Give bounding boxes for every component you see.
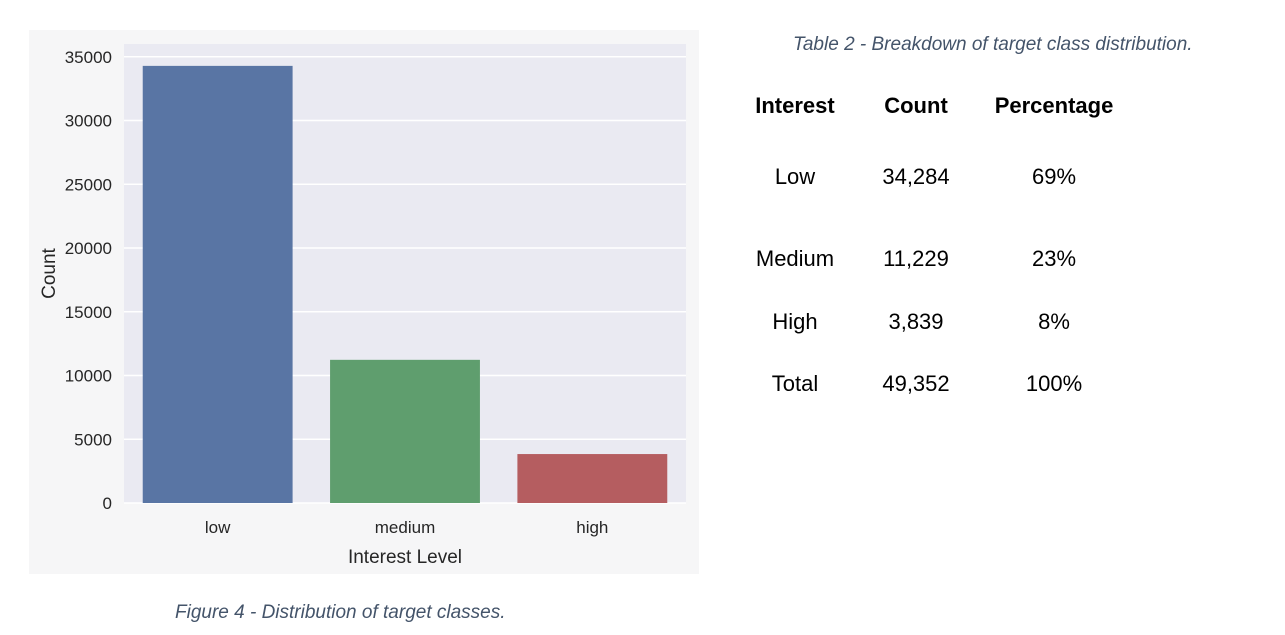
bars <box>142 65 668 503</box>
table-header-row: Interest Count Percentage <box>736 86 1130 126</box>
cell-interest: Medium <box>755 246 835 272</box>
table-row: High 3,839 8% <box>736 291 1130 354</box>
cell-interest: High <box>772 308 818 334</box>
cell-percentage: 100% <box>1025 371 1083 397</box>
y-tick-labels: 0 5000 10000 15000 20000 25000 30000 35000 <box>65 48 112 513</box>
bar-low <box>142 65 293 503</box>
y-tick-label: 25000 <box>65 175 112 194</box>
table-row: Medium 11,229 23% <box>736 228 1130 291</box>
table-caption: Table 2 - Breakdown of target class dist… <box>793 34 1193 55</box>
bar-high <box>517 454 668 503</box>
cell-percentage: 69% <box>1031 164 1077 189</box>
cell-interest: Low <box>774 164 816 189</box>
header-percentage: Percentage <box>994 93 1114 118</box>
y-tick-label: 5000 <box>74 430 112 449</box>
table-row-total: Total 49,352 100% <box>736 353 1130 416</box>
bar-medium <box>330 359 480 503</box>
cell-count: 34,284 <box>882 164 950 189</box>
y-tick-label: 35000 <box>65 48 112 67</box>
header-interest: Interest <box>755 93 835 118</box>
cell-percentage: 23% <box>1031 246 1077 272</box>
x-tick-label: high <box>576 518 608 537</box>
y-tick-label: 30000 <box>65 112 112 131</box>
cell-count: 3,839 <box>888 308 944 334</box>
y-tick-label: 20000 <box>65 239 112 258</box>
y-axis-title: Count <box>39 247 60 298</box>
cell-count: 49,352 <box>882 371 950 397</box>
cell-percentage: 8% <box>1038 308 1070 334</box>
class-distribution-table: Interest Count Percentage Low 34,284 69%… <box>736 86 1130 416</box>
x-tick-label: medium <box>375 518 435 537</box>
header-count: Count <box>884 93 948 118</box>
bar-chart: 0 5000 10000 15000 20000 25000 30000 35000 low m… <box>39 44 686 568</box>
cell-count: 11,229 <box>883 246 949 272</box>
chart-figure: 0 5000 10000 15000 20000 25000 30000 35000 low m… <box>29 30 699 574</box>
table-row: Low 34,284 69% <box>736 126 1130 228</box>
cell-interest: Total <box>771 371 819 397</box>
x-axis-title: Interest Level <box>348 547 462 568</box>
x-tick-labels: low medium high <box>205 518 608 537</box>
y-tick-label: 15000 <box>65 303 112 322</box>
x-tick-label: low <box>205 518 231 537</box>
figure-caption: Figure 4 - Distribution of target classe… <box>175 602 506 623</box>
y-tick-label: 10000 <box>65 367 112 386</box>
y-tick-label: 0 <box>103 494 112 513</box>
